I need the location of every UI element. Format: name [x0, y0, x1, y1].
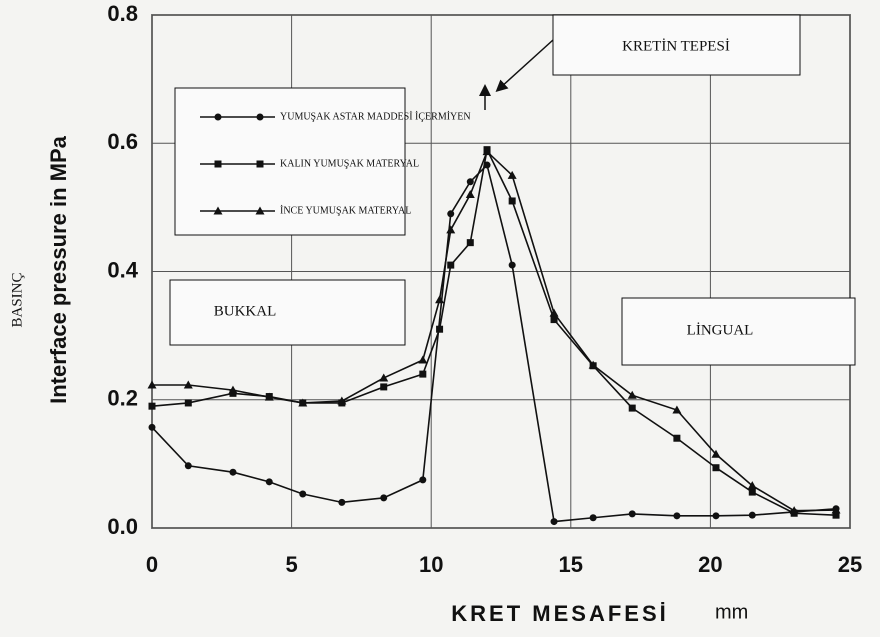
legend-label: YUMUŞAK ASTAR MADDESİ İÇERMİYEN [280, 110, 471, 122]
data-point [712, 464, 719, 471]
legend-marker [215, 161, 222, 168]
legend-marker [257, 161, 264, 168]
annotation-box [170, 280, 405, 345]
data-point [509, 197, 516, 204]
data-point [466, 190, 475, 198]
data-point [185, 399, 192, 406]
legend-label: KALIN YUMUŞAK MATERYAL [280, 158, 419, 169]
data-point [712, 512, 719, 519]
data-point [673, 435, 680, 442]
data-point [380, 494, 387, 501]
data-point [379, 373, 388, 381]
data-point [551, 518, 558, 525]
annotation: LİNGUAL [687, 322, 754, 338]
legend-label: İNCE YUMUŞAK MATERYAL [280, 204, 411, 216]
data-point [185, 462, 192, 469]
data-point [673, 512, 680, 519]
data-point [446, 225, 455, 233]
chart: Interface pressure in MPa BASINÇ KRET ME… [0, 0, 880, 637]
data-point [590, 514, 597, 521]
annotation: KRETİN TEPESİ [622, 38, 730, 54]
x-tick-label: 5 [285, 552, 297, 577]
data-point [629, 510, 636, 517]
data-point [380, 383, 387, 390]
y-axis-label-secondary: BASINÇ [9, 272, 25, 327]
data-point [509, 262, 516, 269]
x-tick-label: 0 [146, 552, 158, 577]
y-axis-label: Interface pressure in MPa [46, 135, 71, 404]
legend-marker [215, 114, 222, 121]
data-point [467, 239, 474, 246]
y-tick-label: 0.0 [107, 514, 138, 539]
data-point [419, 371, 426, 378]
data-point [149, 424, 156, 431]
data-point [266, 478, 273, 485]
x-axis-label: KRET MESAFESİ [451, 601, 668, 626]
x-tick-label: 10 [419, 552, 443, 577]
data-point [418, 355, 427, 363]
data-point [338, 499, 345, 506]
x-axis-unit: mm [715, 601, 748, 623]
data-point [629, 405, 636, 412]
y-tick-label: 0.8 [107, 1, 138, 26]
data-point [749, 489, 756, 496]
data-point [749, 512, 756, 519]
data-point [436, 326, 443, 333]
y-tick-label: 0.6 [107, 129, 138, 154]
legend: YUMUŞAK ASTAR MADDESİ İÇERMİYEN KALIN YUM… [175, 88, 471, 235]
data-point [419, 476, 426, 483]
data-point [149, 403, 156, 410]
y-tick-label: 0.4 [107, 257, 138, 282]
annotation: BUKKAL [214, 303, 277, 319]
x-tick-label: 20 [698, 552, 722, 577]
legend-marker [257, 114, 264, 121]
arrow [500, 40, 553, 88]
data-point [467, 178, 474, 185]
y-tick-label: 0.2 [107, 386, 138, 411]
data-point [229, 469, 236, 476]
x-tick-label: 15 [559, 552, 583, 577]
annotations: KRETİN TEPESİ BUKKAL LİNGUAL YUMUŞAK AST… [170, 15, 855, 365]
data-point [447, 210, 454, 217]
data-point [299, 491, 306, 498]
data-point [447, 262, 454, 269]
x-tick-label: 25 [838, 552, 862, 577]
page: Interface pressure in MPa BASINÇ KRET ME… [0, 0, 880, 637]
